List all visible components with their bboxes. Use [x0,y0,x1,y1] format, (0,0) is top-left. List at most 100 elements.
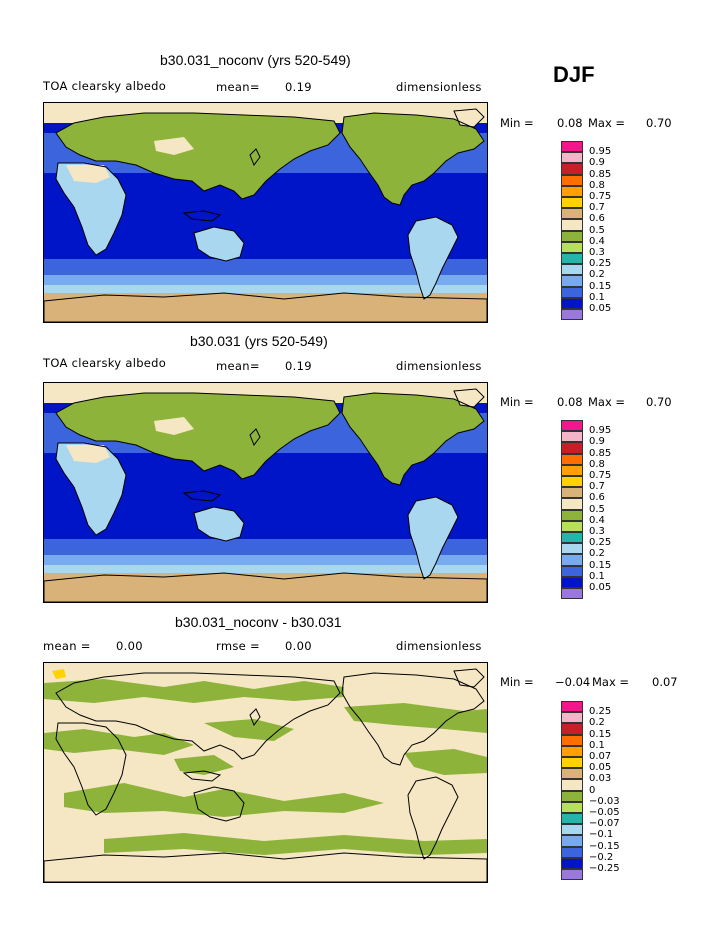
colorbar-swatch [561,219,583,231]
africa-region [56,163,126,255]
colorbar-swatch [561,420,583,432]
colorbar-swatch [561,565,583,577]
colorbar-swatch [561,532,583,544]
rmse-value: 0.00 [285,639,312,653]
mean-value: 0.19 [285,359,312,373]
colorbar-swatch [561,824,583,836]
south-ocean-band [44,259,487,275]
map-difference [43,662,488,883]
south-america-region [408,217,458,299]
colorbar-label: 0.15 [589,280,612,292]
sahara-region [66,165,110,183]
colorbar-label: 0.05 [589,582,612,593]
negative-change-region [104,833,487,855]
colorbar-swatch [561,498,583,510]
colorbar-swatch [561,152,583,164]
negative-change-region [404,749,487,775]
mean-label: mean= [216,80,260,94]
colorbar-label: −0.25 [589,863,620,874]
south-ocean-band-light [44,275,487,285]
coastlines [44,668,487,882]
colorbar-swatch [561,275,583,287]
coastline-north-america [341,112,485,206]
coastline-antarctica [44,292,487,322]
colorbar-swatch [561,286,583,298]
mean-label: mean= [216,359,260,373]
colorbar-swatch [561,835,583,847]
colorbar-label: 0.3 [589,247,605,258]
colorbar-label: 0.2 [589,717,605,729]
colorbar-label: −0.2 [589,851,614,863]
colorbar-label: 0.25 [589,537,612,549]
coastline-greenland [453,108,485,128]
colorbar-label: 0.75 [589,191,612,202]
colorbar-label: 0.5 [589,224,605,236]
colorbar-label: 0.4 [589,514,605,526]
south-america-region [408,497,458,579]
central-asia-region [154,137,194,155]
colorbar-label: 0.07 [589,751,612,762]
colorbar-swatch [561,588,583,600]
colorbar-swatch [561,442,583,454]
negative-change-region [44,679,344,703]
coastline-japan [249,428,261,447]
colorbar-swatch [561,185,583,197]
min-label: Min = [500,116,534,130]
coastline-eurasia [55,392,341,480]
max-value: 0.07 [652,675,678,689]
colorbar-swatch [561,712,583,724]
colorbar-label: 0.03 [589,773,612,785]
colorbar-swatch [561,431,583,443]
negative-change-region [204,719,294,741]
units-label: dimensionless [396,80,482,94]
colorbar-swatch [561,487,583,499]
colorbar-label: 0.05 [589,303,612,314]
eurasia-region [56,113,340,199]
colorbar-label: 0.1 [589,739,605,751]
australia-region [194,507,244,541]
colorbar-label: 0.3 [589,526,605,537]
colorbar-label: 0 [589,784,596,796]
colorbar-label: −0.15 [589,840,620,852]
colorbar-swatch [561,869,583,881]
south-ocean-band [44,539,487,555]
coastline-australia [193,506,245,542]
coastlines [44,108,487,322]
colorbar-swatch [561,846,583,858]
colorbar-label: 0.2 [589,269,605,281]
season-label: DJF [553,62,595,87]
min-label: Min = [500,395,534,409]
north-america-region [342,113,484,205]
colorbar-label: 0.15 [589,728,612,740]
coastline-eurasia [55,112,341,200]
colorbar-label: 0.9 [589,436,605,448]
coastline-south-america [407,496,459,580]
coastline-south-america [407,216,459,300]
colorbar-swatch [561,163,583,175]
colorbar-label: 0.7 [589,481,605,493]
coastline-indonesia [182,490,222,502]
max-label: Max = [588,395,626,409]
colorbar-swatch [561,476,583,488]
colorbar-label: 0.15 [589,559,612,571]
colorbar-swatch [561,453,583,465]
coastline-indonesia [182,770,222,782]
colorbar-label: 0.95 [589,425,612,437]
colorbar-label: −0.07 [589,818,620,830]
coastline-japan [249,708,261,727]
sahara-region [66,445,110,463]
max-value: 0.70 [646,395,672,409]
colorbar-label: 0.1 [589,570,605,582]
map-noconv [43,102,488,323]
coastline-greenland [453,388,485,408]
colorbar-swatch [561,520,583,532]
units-label: dimensionless [396,639,482,653]
panel-title: b30.031 (yrs 520-549) [190,333,328,349]
north-america-region [342,393,484,485]
colorbar-swatch [561,801,583,813]
max-label: Max = [592,675,630,689]
eurasia-region [56,393,340,479]
panel-title: b30.031_noconv - b30.031 [175,614,342,630]
colorbar-label: 0.7 [589,202,605,214]
colorbar-label: 0.25 [589,258,612,270]
